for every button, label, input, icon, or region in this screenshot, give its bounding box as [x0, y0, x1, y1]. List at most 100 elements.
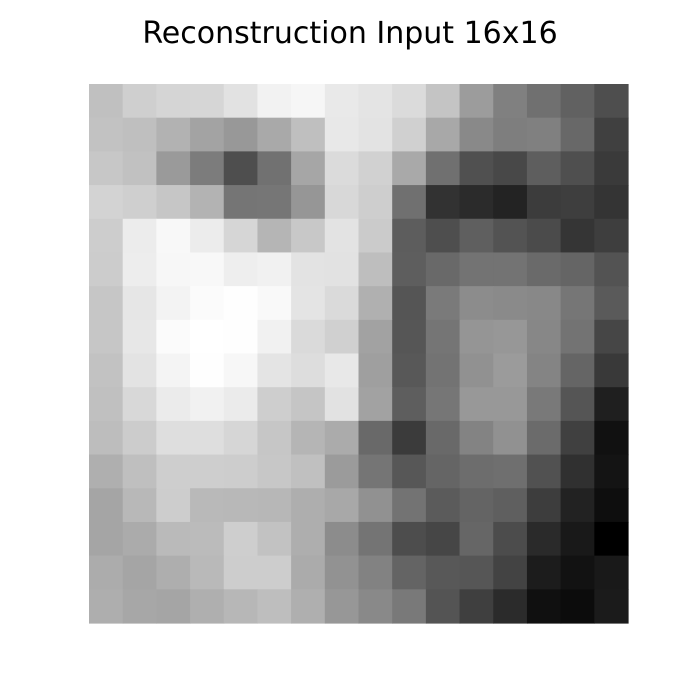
heatmap-cell-r13-c2 — [156, 521, 191, 557]
heatmap-cell-r6-c9 — [392, 286, 427, 321]
heatmap-cell-r7-c0 — [89, 319, 124, 355]
heatmap-cell-r15-c11 — [459, 589, 494, 624]
heatmap-cell-r14-c1 — [122, 555, 157, 590]
heatmap-cell-r9-c0 — [89, 387, 124, 422]
heatmap-cell-r13-c1 — [122, 521, 157, 557]
heatmap-cell-r8-c8 — [358, 353, 393, 388]
heatmap-cell-r10-c1 — [122, 420, 157, 456]
heatmap-cell-r10-c0 — [89, 420, 124, 456]
heatmap-cell-r1-c3 — [190, 117, 225, 152]
heatmap-cell-r0-c4 — [223, 84, 259, 119]
heatmap-cell-r10-c9 — [392, 420, 427, 456]
heatmap-cell-r0-c6 — [291, 84, 326, 119]
heatmap-cell-r5-c1 — [122, 252, 157, 287]
heatmap-cell-r2-c13 — [526, 151, 562, 186]
heatmap-cell-r15-c9 — [392, 589, 427, 624]
heatmap-cell-r14-c7 — [324, 555, 360, 590]
heatmap-cell-r3-c2 — [156, 185, 191, 220]
heatmap-cell-r12-c10 — [425, 488, 461, 523]
heatmap-cells — [89, 84, 629, 624]
heatmap-cell-r4-c15 — [594, 218, 629, 254]
heatmap-cell-r3-c7 — [324, 185, 360, 220]
heatmap-cell-r13-c8 — [358, 521, 393, 557]
heatmap-cell-r6-c1 — [122, 286, 157, 321]
heatmap-cell-r10-c5 — [257, 420, 292, 456]
heatmap-cell-r4-c0 — [89, 218, 124, 254]
heatmap-cell-r4-c8 — [358, 218, 393, 254]
heatmap-cell-r2-c3 — [190, 151, 225, 186]
heatmap-cell-r6-c10 — [425, 286, 461, 321]
heatmap-cell-r0-c13 — [526, 84, 562, 119]
heatmap-cell-r0-c10 — [425, 84, 461, 119]
heatmap-cell-r1-c14 — [560, 117, 595, 152]
heatmap-cell-r2-c12 — [493, 151, 528, 186]
heatmap-cell-r8-c6 — [291, 353, 326, 388]
heatmap-cell-r0-c5 — [257, 84, 292, 119]
heatmap-cell-r4-c4 — [223, 218, 259, 254]
heatmap-cell-r4-c9 — [392, 218, 427, 254]
heatmap-cell-r11-c14 — [560, 454, 595, 489]
heatmap-cell-r12-c12 — [493, 488, 528, 523]
heatmap-cell-r10-c12 — [493, 420, 528, 456]
heatmap-cell-r5-c14 — [560, 252, 595, 287]
heatmap-cell-r1-c1 — [122, 117, 157, 152]
heatmap-cell-r4-c14 — [560, 218, 595, 254]
heatmap-cell-r2-c15 — [594, 151, 629, 186]
heatmap-cell-r12-c1 — [122, 488, 157, 523]
heatmap-cell-r6-c12 — [493, 286, 528, 321]
heatmap-cell-r13-c10 — [425, 521, 461, 557]
heatmap-cell-r12-c2 — [156, 488, 191, 523]
heatmap-cell-r11-c8 — [358, 454, 393, 489]
heatmap-cell-r9-c9 — [392, 387, 427, 422]
heatmap-cell-r5-c7 — [324, 252, 360, 287]
heatmap-cell-r3-c6 — [291, 185, 326, 220]
heatmap-cell-r1-c11 — [459, 117, 494, 152]
heatmap-cell-r15-c6 — [291, 589, 326, 624]
heatmap-cell-r14-c12 — [493, 555, 528, 590]
heatmap-cell-r0-c15 — [594, 84, 629, 119]
heatmap-cell-r3-c4 — [223, 185, 259, 220]
heatmap-cell-r13-c7 — [324, 521, 360, 557]
heatmap-cell-r10-c7 — [324, 420, 360, 456]
heatmap-cell-r13-c9 — [392, 521, 427, 557]
heatmap-cell-r7-c8 — [358, 319, 393, 355]
heatmap-cell-r2-c11 — [459, 151, 494, 186]
heatmap-cell-r3-c8 — [358, 185, 393, 220]
heatmap-cell-r7-c11 — [459, 319, 494, 355]
heatmap-cell-r4-c7 — [324, 218, 360, 254]
heatmap-cell-r13-c5 — [257, 521, 292, 557]
heatmap-cell-r0-c11 — [459, 84, 494, 119]
heatmap-cell-r11-c11 — [459, 454, 494, 489]
heatmap-cell-r2-c9 — [392, 151, 427, 186]
heatmap-cell-r12-c7 — [324, 488, 360, 523]
heatmap-cell-r2-c8 — [358, 151, 393, 186]
heatmap-cell-r9-c11 — [459, 387, 494, 422]
heatmap-cell-r14-c11 — [459, 555, 494, 590]
heatmap-cell-r11-c5 — [257, 454, 292, 489]
heatmap-cell-r13-c14 — [560, 521, 595, 557]
heatmap-cell-r8-c11 — [459, 353, 494, 388]
heatmap-cell-r5-c5 — [257, 252, 292, 287]
heatmap-cell-r10-c15 — [594, 420, 629, 456]
heatmap-cell-r5-c15 — [594, 252, 629, 287]
heatmap-cell-r1-c13 — [526, 117, 562, 152]
heatmap-cell-r6-c0 — [89, 286, 124, 321]
heatmap-cell-r6-c5 — [257, 286, 292, 321]
heatmap-cell-r1-c5 — [257, 117, 292, 152]
heatmap-cell-r14-c13 — [526, 555, 562, 590]
heatmap-cell-r5-c10 — [425, 252, 461, 287]
heatmap-cell-r12-c0 — [89, 488, 124, 523]
heatmap-cell-r11-c1 — [122, 454, 157, 489]
heatmap-cell-r3-c14 — [560, 185, 595, 220]
heatmap-cell-r7-c6 — [291, 319, 326, 355]
heatmap-cell-r15-c1 — [122, 589, 157, 624]
heatmap-cell-r9-c14 — [560, 387, 595, 422]
heatmap-cell-r15-c0 — [89, 589, 124, 624]
heatmap-cell-r4-c5 — [257, 218, 292, 254]
heatmap-cell-r5-c6 — [291, 252, 326, 287]
heatmap-cell-r4-c12 — [493, 218, 528, 254]
heatmap-cell-r13-c12 — [493, 521, 528, 557]
heatmap-cell-r7-c12 — [493, 319, 528, 355]
heatmap-cell-r7-c7 — [324, 319, 360, 355]
heatmap-cell-r11-c9 — [392, 454, 427, 489]
